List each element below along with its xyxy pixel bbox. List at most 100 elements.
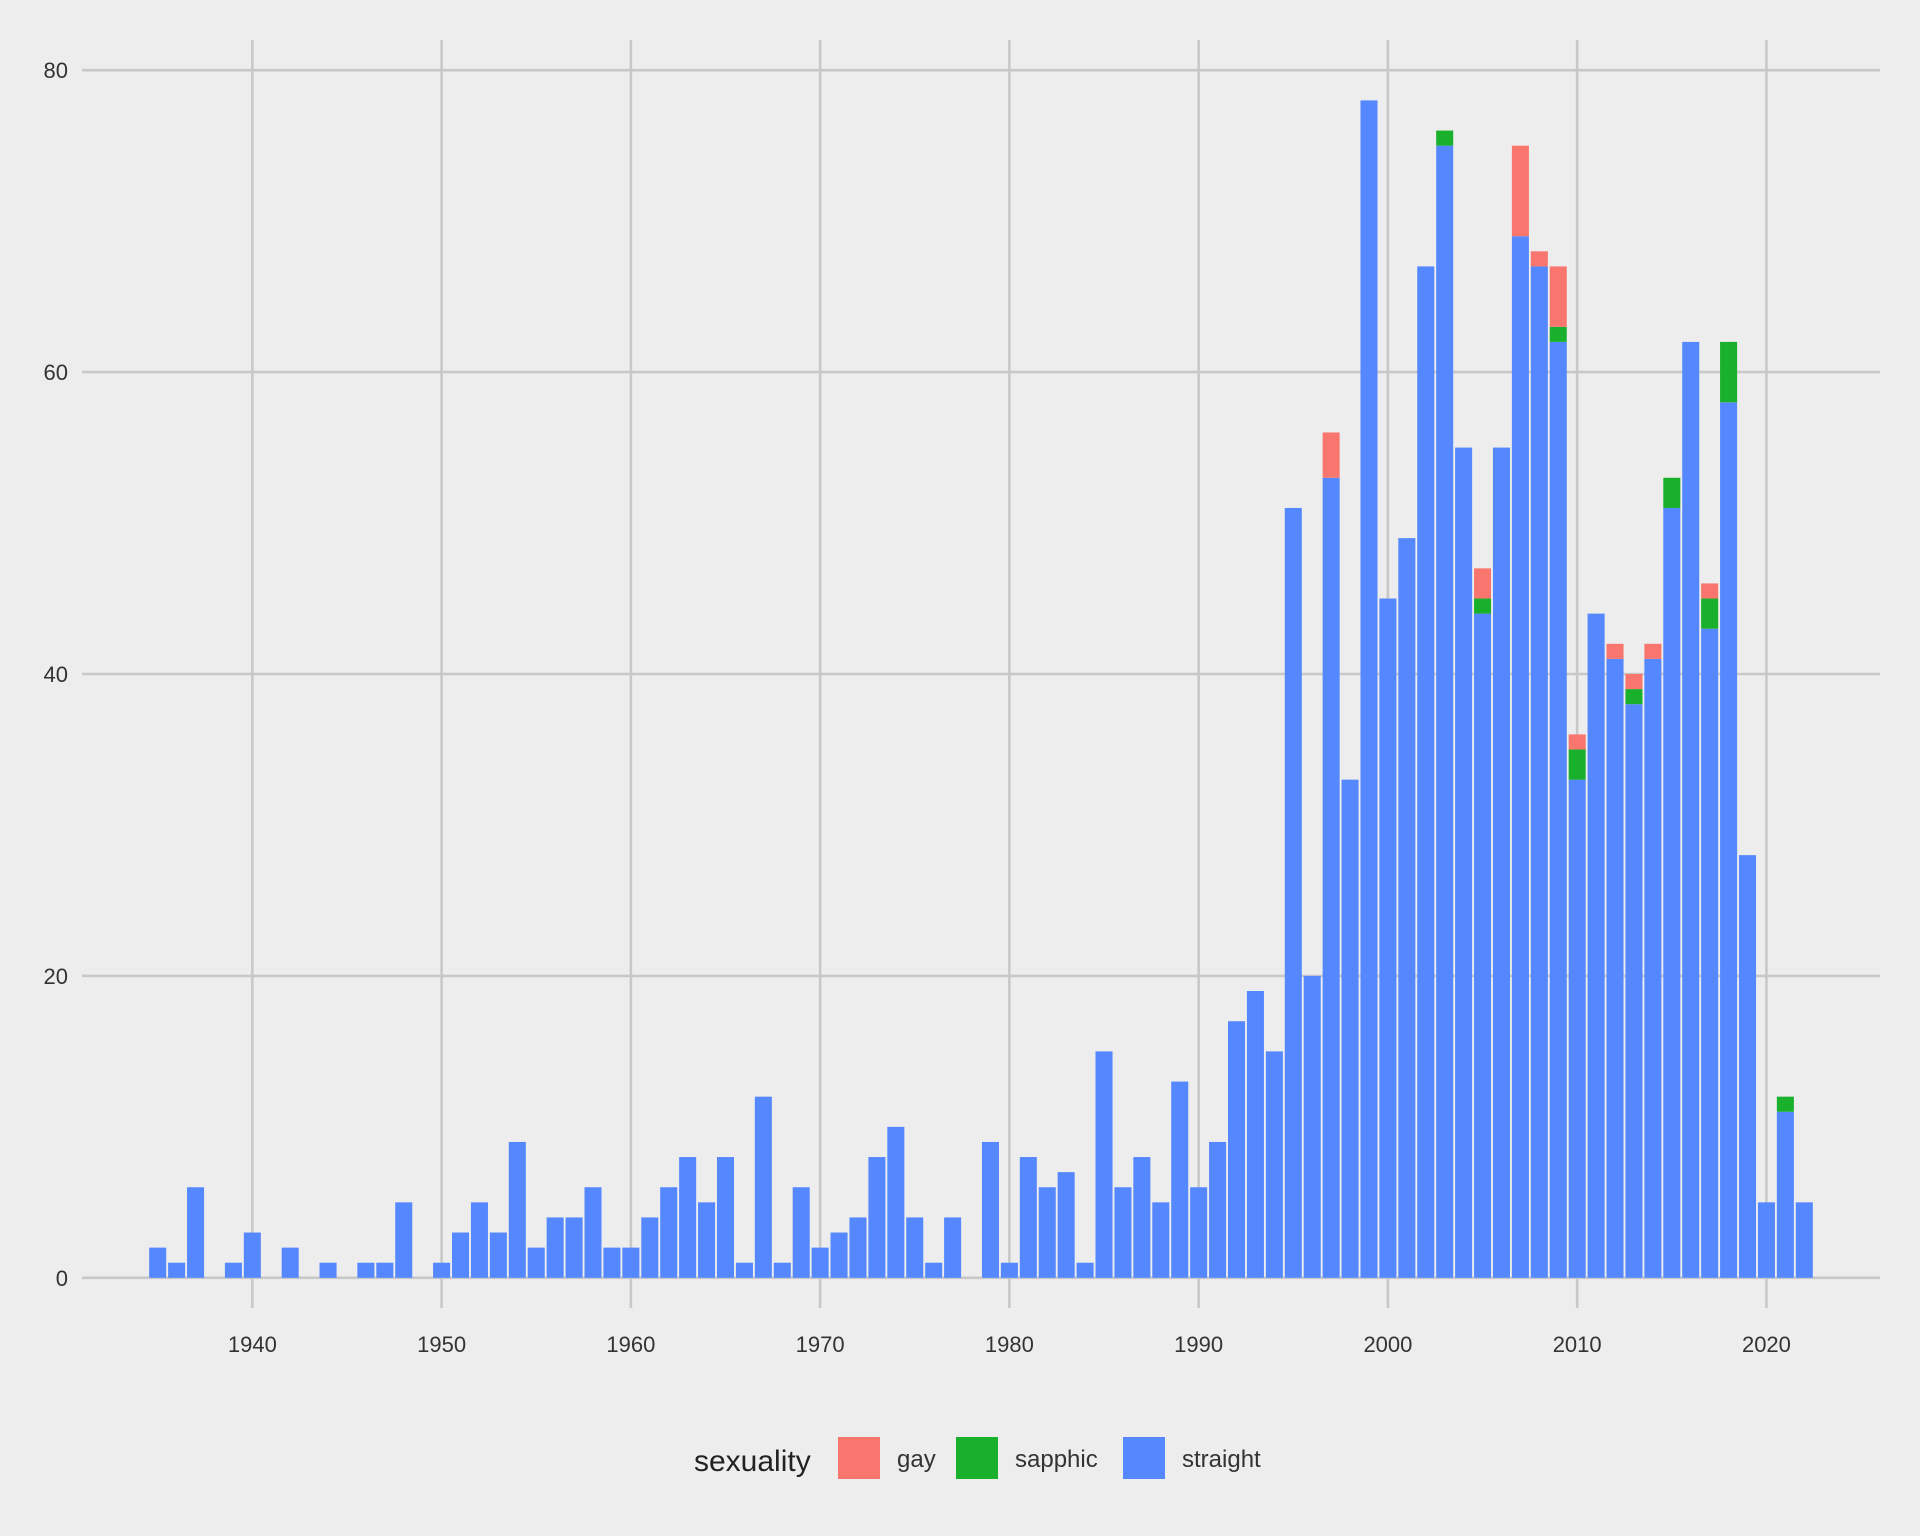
legend: sexuality gay sapphic straight (694, 1437, 1261, 1479)
bar-straight-2002 (1417, 266, 1435, 1278)
bar-straight-1981 (1019, 1157, 1037, 1278)
bar-gay-2008 (1530, 251, 1548, 267)
bar-gay-2017 (1701, 583, 1719, 599)
bar-straight-2007 (1511, 236, 1529, 1278)
bar-straight-1969 (792, 1187, 810, 1278)
bar-straight-1940 (243, 1232, 261, 1278)
bar-straight-1995 (1284, 507, 1302, 1278)
bar-straight-1971 (830, 1232, 848, 1278)
bar-straight-2015 (1663, 507, 1681, 1278)
bar-straight-2003 (1436, 145, 1454, 1278)
legend-label-sapphic: sapphic (1015, 1446, 1098, 1473)
bar-straight-2000 (1379, 598, 1397, 1278)
x-tick-label-1980: 1980 (985, 1332, 1034, 1357)
x-tick-label-1960: 1960 (606, 1332, 655, 1357)
bar-gay-2005 (1474, 568, 1492, 599)
bar-straight-2012 (1606, 658, 1624, 1278)
bar-straight-2022 (1795, 1202, 1813, 1278)
bar-straight-1954 (508, 1141, 526, 1278)
x-tick-label-1940: 1940 (228, 1332, 277, 1357)
y-tick-label-60: 60 (44, 360, 68, 385)
bar-straight-1989 (1171, 1081, 1189, 1278)
bar-straight-2001 (1398, 538, 1416, 1278)
bars (149, 100, 1813, 1278)
bar-straight-1966 (735, 1262, 753, 1278)
legend-title: sexuality (694, 1445, 811, 1478)
bar-straight-1956 (546, 1217, 564, 1278)
x-tick-label-2010: 2010 (1553, 1332, 1602, 1357)
bar-straight-1972 (849, 1217, 867, 1278)
bar-sapphic-2015 (1663, 477, 1681, 508)
bar-straight-1936 (168, 1262, 186, 1278)
legend-label-gay: gay (897, 1446, 936, 1473)
bar-straight-1982 (1038, 1187, 1056, 1278)
bar-straight-1985 (1095, 1051, 1113, 1278)
bar-straight-1935 (149, 1247, 167, 1278)
bar-straight-1975 (906, 1217, 924, 1278)
bar-straight-1992 (1227, 1021, 1246, 1278)
bar-straight-1990 (1190, 1187, 1208, 1278)
x-tick-label-2020: 2020 (1742, 1332, 1791, 1357)
bar-sapphic-2017 (1701, 598, 1719, 629)
bar-straight-2014 (1644, 658, 1662, 1278)
bar-straight-1991 (1209, 1141, 1227, 1278)
bar-sapphic-2005 (1474, 598, 1492, 614)
bar-straight-1984 (1076, 1262, 1094, 1278)
bar-straight-1952 (470, 1202, 488, 1278)
bar-straight-2005 (1474, 613, 1492, 1278)
bar-straight-1951 (452, 1232, 470, 1278)
bar-straight-2016 (1682, 341, 1700, 1278)
bar-straight-1976 (925, 1262, 943, 1278)
bar-straight-2018 (1720, 402, 1738, 1278)
y-tick-label-0: 0 (56, 1266, 68, 1291)
bar-sapphic-2009 (1549, 326, 1567, 342)
bar-straight-1947 (376, 1262, 394, 1278)
bar-gay-2013 (1625, 674, 1643, 690)
bar-straight-1967 (754, 1096, 772, 1278)
bar-straight-1979 (981, 1141, 999, 1278)
bar-straight-1948 (395, 1202, 413, 1278)
bar-straight-1970 (811, 1247, 829, 1278)
bar-straight-1937 (187, 1187, 205, 1278)
bar-straight-1997 (1322, 477, 1340, 1278)
bar-straight-1950 (433, 1262, 451, 1278)
bar-straight-2021 (1776, 1111, 1794, 1278)
y-tick-label-80: 80 (44, 58, 68, 83)
x-tick-label-1970: 1970 (796, 1332, 845, 1357)
bar-straight-2010 (1568, 779, 1586, 1278)
bar-straight-1993 (1246, 991, 1264, 1278)
bar-straight-2006 (1492, 447, 1510, 1278)
bar-straight-1939 (224, 1262, 242, 1278)
bar-straight-1999 (1360, 100, 1378, 1278)
bar-straight-2011 (1587, 613, 1605, 1278)
bar-sapphic-2021 (1776, 1096, 1794, 1112)
bar-straight-1968 (773, 1262, 791, 1278)
bar-straight-1958 (584, 1187, 602, 1278)
bar-gay-2009 (1549, 266, 1567, 327)
x-tick-label-2000: 2000 (1363, 1332, 1412, 1357)
bar-straight-1986 (1114, 1187, 1132, 1278)
bar-straight-1994 (1265, 1051, 1283, 1278)
bar-straight-1983 (1057, 1172, 1075, 1278)
bar-straight-1946 (357, 1262, 375, 1278)
bar-sapphic-2003 (1436, 130, 1454, 146)
bar-straight-1998 (1341, 779, 1359, 1278)
bar-straight-1957 (565, 1217, 583, 1278)
bar-gay-1997 (1322, 432, 1340, 478)
bar-straight-1963 (679, 1157, 697, 1278)
x-tick-label-1950: 1950 (417, 1332, 466, 1357)
bar-straight-2020 (1757, 1202, 1775, 1278)
bar-straight-1962 (660, 1187, 678, 1278)
gridlines (82, 40, 1880, 1308)
bar-straight-2019 (1738, 855, 1757, 1278)
bar-straight-1980 (1000, 1262, 1018, 1278)
bar-straight-1973 (868, 1157, 886, 1278)
bar-sapphic-2010 (1568, 749, 1586, 780)
bar-straight-2013 (1625, 704, 1643, 1278)
x-axis: 1940 1950 1960 1970 1980 1990 2000 2010 2020 (228, 1332, 1791, 1357)
bar-straight-1953 (489, 1232, 507, 1278)
bar-straight-1988 (1152, 1202, 1170, 1278)
bar-gay-2007 (1511, 145, 1529, 237)
legend-label-straight: straight (1182, 1446, 1261, 1473)
